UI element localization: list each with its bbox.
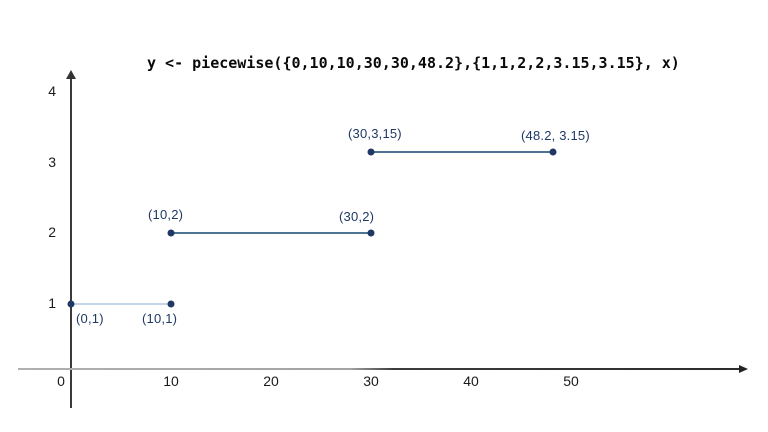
x-tick-label: 0 [57,373,65,389]
chart-title: y <- piecewise({0,10,10,30,30,48.2},{1,1… [147,54,680,72]
y-tick-label: 1 [48,294,56,311]
data-point-dot [367,148,375,156]
segment-line [371,150,553,153]
point-label: (48.2, 3.15) [521,127,590,143]
point-label: (30,3,15) [348,125,402,141]
data-point-dot [167,229,175,237]
segment-line [171,232,371,234]
x-axis-line [18,368,740,370]
y-axis-line [70,78,72,408]
x-tick-label: 40 [463,373,479,389]
y-tick-label: 2 [48,224,56,240]
point-label: (30,2) [339,209,375,224]
y-tick-label: 3 [48,153,56,170]
x-tick-label: 10 [163,373,179,389]
point-label: (10,2) [148,207,184,222]
y-tick-label: 4 [48,83,56,99]
x-tick-label: 50 [563,373,579,389]
x-tick-label: 30 [363,373,379,389]
data-point-dot [367,229,375,237]
y-axis-arrow-icon [66,70,76,79]
data-point-dot [67,300,75,307]
point-label: (0,1) [76,310,104,326]
data-point-dot [167,300,175,307]
data-point-dot [549,148,557,156]
point-label: (10,1) [142,310,178,326]
segment-line [71,302,171,305]
x-axis-arrow-icon [739,365,748,373]
x-tick-label: 20 [263,373,279,389]
